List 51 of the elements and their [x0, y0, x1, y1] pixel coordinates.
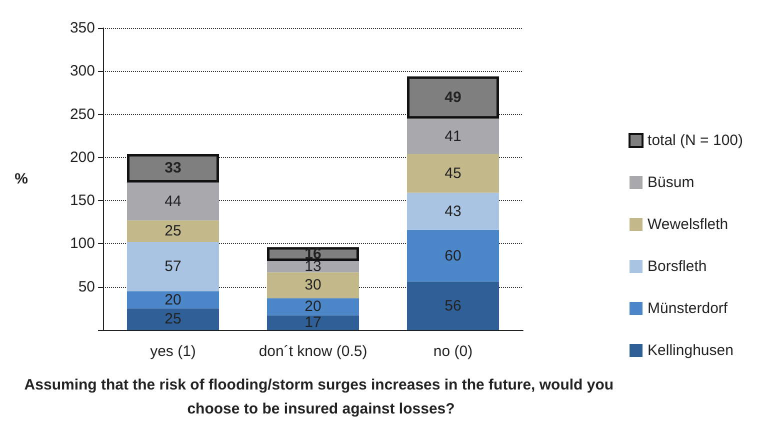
data-label: 56 [444, 297, 462, 314]
x-tick-label: yes (1) [150, 343, 196, 360]
bar [407, 230, 499, 282]
y-tick-label: 300 [70, 62, 95, 80]
data-label: 30 [304, 276, 322, 294]
data-label: 25 [164, 222, 182, 240]
x-tick-label: no (0) [433, 343, 473, 360]
bar [407, 154, 499, 193]
data-label: 41 [444, 128, 462, 145]
data-label: 20 [304, 298, 322, 316]
y-tick-label: 50 [78, 278, 95, 296]
bar [267, 272, 359, 298]
bar [267, 315, 359, 330]
legend-label: Kellinghusen [648, 342, 734, 359]
bar [267, 247, 359, 261]
data-label: 44 [164, 192, 182, 210]
data-label: 45 [444, 164, 462, 182]
bar [127, 308, 219, 330]
y-tick-label: 100 [70, 235, 95, 252]
data-label: 17 [304, 314, 322, 332]
bar [407, 76, 499, 119]
bar [267, 298, 359, 316]
legend-label: Borsfleth [648, 258, 707, 275]
legend-label: Wewelsfleth [648, 216, 728, 233]
data-label: 13 [304, 258, 322, 276]
data-label: 57 [164, 258, 182, 276]
data-label: 60 [444, 247, 462, 264]
bar [127, 291, 219, 308]
bar [407, 282, 499, 330]
data-label: 33 [164, 160, 182, 177]
data-label: 20 [164, 291, 182, 308]
y-tick-label: 250 [70, 106, 95, 123]
data-label: 43 [444, 202, 462, 220]
bar [407, 118, 499, 154]
bar [127, 242, 219, 292]
bar [407, 192, 499, 230]
bar [267, 260, 359, 272]
legend-label: Büsum [648, 174, 694, 191]
x-tick-label: don´t know (0.5) [258, 343, 368, 360]
y-tick-label: 350 [70, 20, 95, 36]
bar [127, 220, 219, 242]
bar [127, 182, 219, 220]
y-axis-title: % [14, 170, 28, 188]
bar [127, 154, 219, 182]
y-tick-label: 150 [70, 192, 95, 210]
y-tick-label: 200 [70, 148, 95, 166]
data-label: 49 [444, 88, 462, 106]
legend-label: Münsterdorf [648, 300, 728, 317]
legend-label: total (N = 100) [648, 132, 744, 149]
data-label: 25 [164, 310, 182, 328]
text: Assuming that the risk of flooding/storm surges increases in the future, would you choose to be insured against losses? [24, 376, 618, 418]
